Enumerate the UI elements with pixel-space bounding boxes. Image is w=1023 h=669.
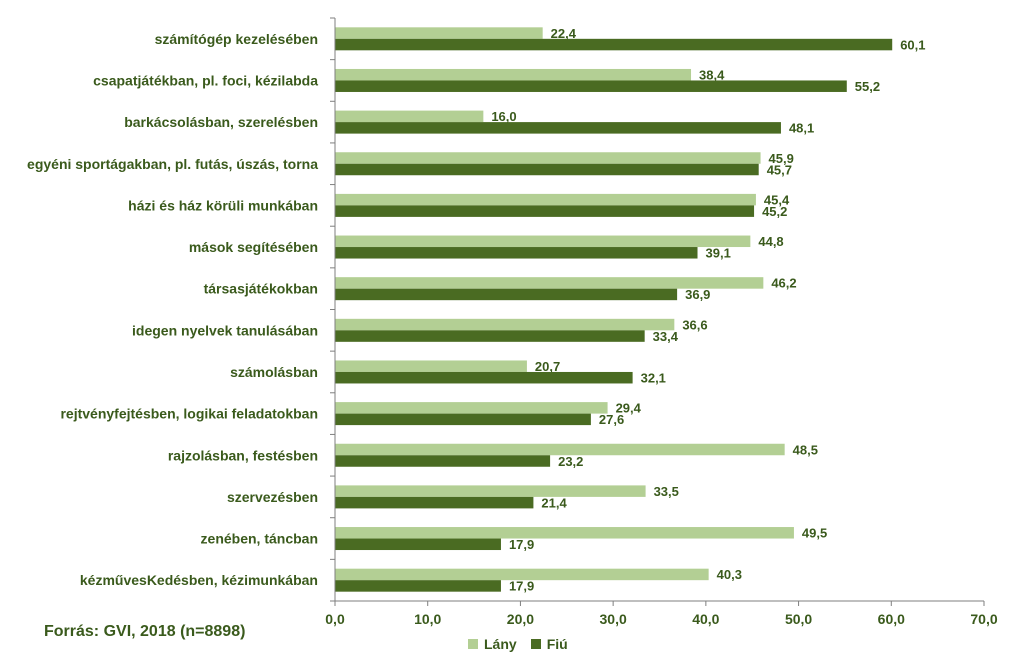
data-label: 23,2: [558, 454, 583, 469]
bar-lany: [335, 27, 543, 39]
bar-lany: [335, 318, 675, 331]
data-label: 45,4: [764, 192, 790, 207]
data-label: 36,6: [682, 317, 707, 332]
x-tick-label: 10,0: [414, 611, 441, 627]
data-label: 55,2: [855, 79, 880, 94]
data-label: 40,3: [717, 567, 742, 582]
bar-fiu: [335, 205, 755, 217]
x-tick-label: 70,0: [970, 611, 997, 627]
category-label: rajzolásban, festésben: [168, 447, 318, 463]
source-note: Forrás: GVI, 2018 (n=8898): [44, 623, 246, 640]
data-label: 36,9: [685, 287, 710, 302]
data-label: 45,9: [769, 151, 794, 166]
data-label: 44,8: [758, 234, 783, 249]
x-tick-label: 20,0: [507, 611, 534, 627]
category-label: társasjátékokban: [204, 281, 318, 297]
bar-lany: [335, 277, 764, 289]
bar-fiu: [335, 247, 698, 259]
data-label: 17,9: [509, 537, 534, 552]
bar-fiu: [335, 538, 501, 551]
bar-fiu: [335, 163, 759, 176]
data-label: 27,6: [599, 412, 624, 427]
legend-swatch-fiu: [530, 639, 541, 649]
category-label: szervezésben: [227, 489, 318, 505]
category-label: rejtvényfejtésben, logikai feladatokban: [60, 406, 318, 422]
bar-fiu: [335, 496, 534, 509]
bar-lany: [335, 235, 751, 248]
data-label: 48,1: [789, 121, 814, 136]
data-label: 38,4: [699, 67, 725, 82]
legend: Lány Fiú: [468, 636, 568, 652]
category-label: egyéni sportágakban, pl. futás, úszás, t…: [27, 156, 318, 172]
bar-fiu: [335, 371, 633, 384]
category-label: idegen nyelvek tanulásában: [132, 322, 318, 338]
legend-swatch-lany: [468, 639, 478, 649]
x-tick-label: 30,0: [600, 611, 627, 627]
bar-lany: [335, 527, 794, 539]
bar-lany: [335, 193, 756, 206]
bar-fiu: [335, 122, 781, 134]
data-label: 17,9: [509, 579, 534, 594]
bar-fiu: [335, 330, 645, 342]
data-label: 60,1: [900, 37, 925, 52]
bar-fiu: [335, 38, 893, 51]
data-label: 21,4: [541, 495, 567, 510]
category-label: házi és ház körüli munkában: [128, 197, 318, 213]
data-label: 33,5: [654, 484, 679, 499]
category-label: mások segítésében: [189, 239, 318, 255]
category-label: kézművesKedésben, kézimunkában: [80, 572, 318, 588]
data-label: 45,7: [767, 162, 792, 177]
data-label: 20,7: [535, 359, 560, 374]
legend-label-fiu: Fiú: [546, 636, 568, 652]
bar-fiu: [335, 580, 501, 592]
category-label: csapatjátékban, pl. foci, kézilabda: [93, 72, 318, 88]
bar-fiu: [335, 455, 551, 467]
x-tick-label: 0,0: [325, 611, 345, 627]
data-label: 16,0: [491, 109, 516, 124]
category-label: számolásban: [230, 364, 318, 380]
bar-lany: [335, 68, 692, 81]
bar-fiu: [335, 413, 591, 426]
data-label: 39,1: [706, 246, 731, 261]
legend-item-lany: Lány: [468, 636, 517, 652]
category-label: zenében, táncban: [201, 531, 318, 547]
bar-lany: [335, 402, 608, 414]
legend-label-lany: Lány: [484, 636, 517, 652]
data-label: 22,4: [551, 26, 577, 41]
category-label: barkácsolásban, szerelésben: [124, 114, 318, 130]
bar-lany: [335, 568, 709, 581]
bar-fiu: [335, 80, 847, 92]
x-tick-label: 60,0: [878, 611, 905, 627]
data-label: 46,2: [771, 276, 796, 291]
data-label: 33,4: [653, 329, 679, 344]
bar-fiu: [335, 288, 678, 301]
x-tick-label: 40,0: [692, 611, 719, 627]
bar-lany: [335, 485, 646, 497]
bar-lany: [335, 152, 761, 164]
data-label: 49,5: [802, 526, 827, 541]
data-label: 32,1: [641, 370, 666, 385]
data-label: 29,4: [616, 401, 642, 416]
bar-lany: [335, 110, 484, 123]
data-label: 48,5: [793, 442, 818, 457]
legend-item-fiu: Fiú: [530, 636, 568, 652]
data-label: 45,2: [762, 204, 787, 219]
bar-lany: [335, 360, 527, 372]
category-label: számítógép kezelésében: [155, 31, 318, 47]
x-tick-label: 50,0: [785, 611, 812, 627]
bar-lany: [335, 443, 785, 456]
